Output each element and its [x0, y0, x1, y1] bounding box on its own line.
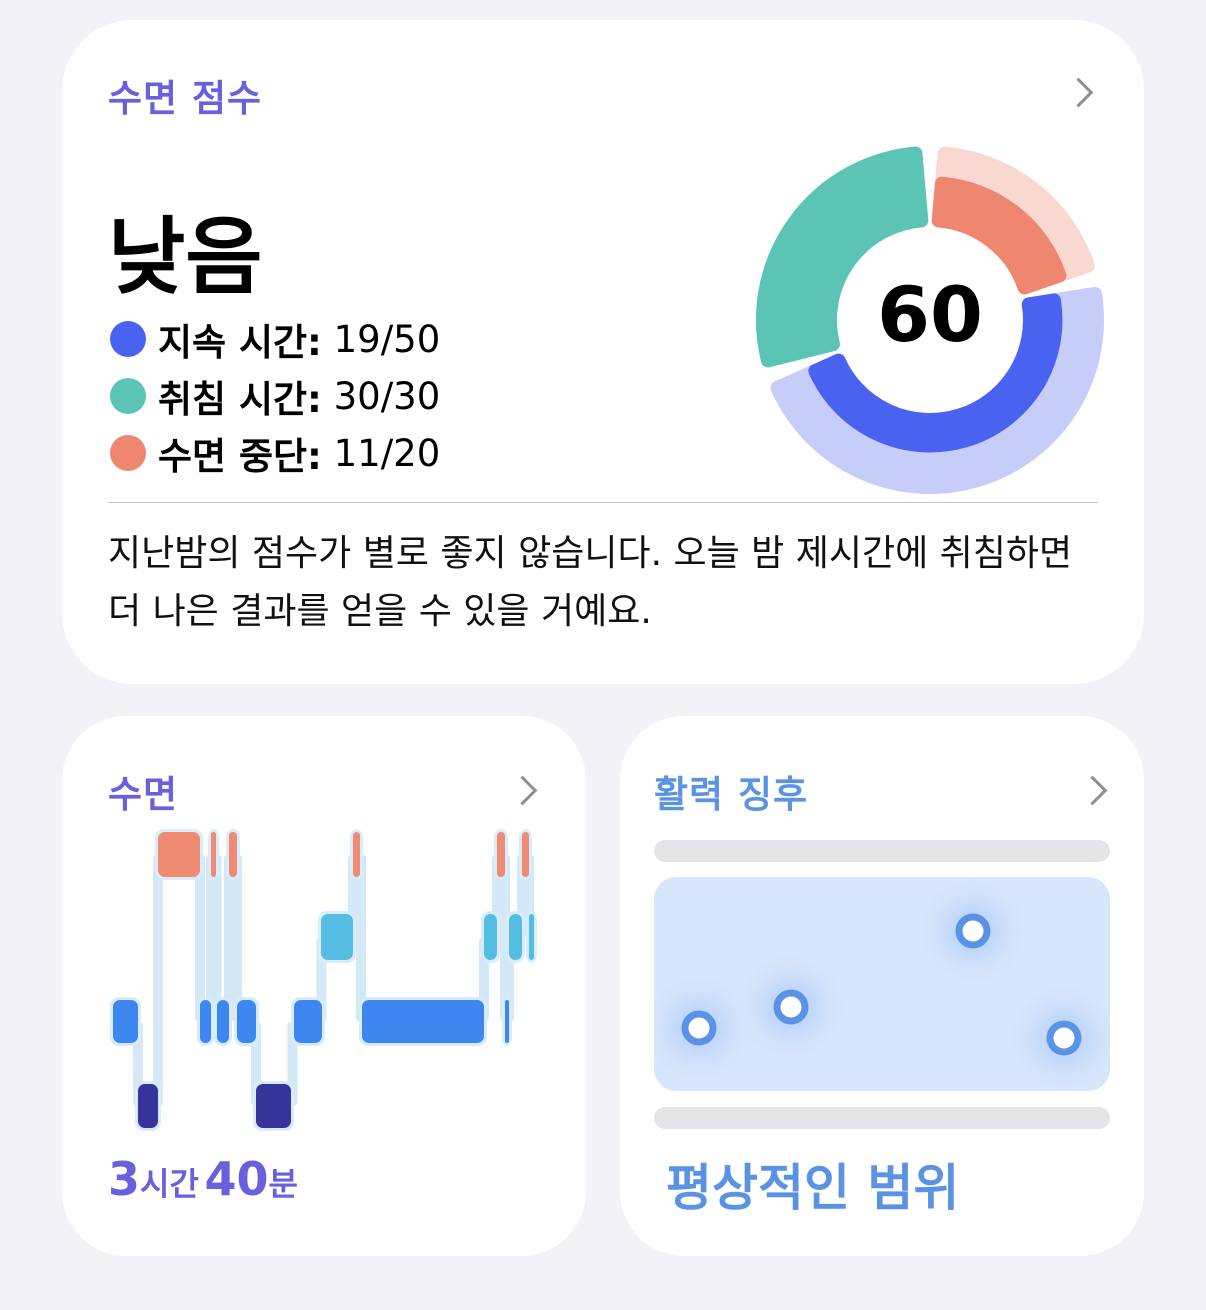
sleep-score-card[interactable]: 수면 점수 낮음 지속 시간: 19/50 취침 시간: 30/30 수면 중단… [62, 20, 1144, 684]
connectors [133, 854, 534, 1106]
sleep-score-ring [756, 146, 1104, 494]
interruptions-dot-icon [110, 435, 146, 471]
hours-unit: 시간 [140, 1165, 199, 1203]
stage-block-core [362, 1000, 484, 1043]
vitals-title: 활력 징후 [654, 773, 809, 816]
legend-value: 30/30 [333, 374, 441, 418]
sleep-stages-chart [110, 829, 537, 1131]
vitals-points [654, 877, 1110, 1091]
sleep-title: 수면 [108, 773, 179, 816]
vitals-point [773, 989, 809, 1025]
stage-block-core [294, 1000, 322, 1043]
stage-transition [232, 854, 242, 1022]
vitals-card[interactable]: 활력 징후 평상적인 범위 [620, 716, 1144, 1256]
stage-block-awake [229, 832, 237, 877]
legend-bedtime: 취침 시간: 30/30 [110, 369, 440, 423]
stage-block-rem [529, 914, 534, 960]
legend-label: 수면 중단: [158, 435, 322, 478]
stage-block-deep [256, 1084, 291, 1128]
legend-value: 19/50 [333, 317, 441, 361]
sleep-score-title: 수면 점수 [108, 77, 263, 120]
stage-block-core [237, 1000, 256, 1043]
chevron-right-icon[interactable] [1077, 775, 1108, 806]
minutes-unit: 분 [268, 1165, 298, 1203]
vitals-point [681, 1010, 717, 1046]
ring-fill [756, 146, 929, 368]
stage-transition [153, 854, 163, 1106]
legend-label: 취침 시간: [158, 378, 322, 421]
stage-block-awake [353, 832, 360, 877]
ring-fill [931, 176, 1067, 295]
legend-value: 11/20 [333, 431, 441, 475]
stage-block-rem [509, 914, 522, 960]
sleep-score-value: 60 [877, 270, 983, 359]
stage-block-core [113, 1000, 138, 1043]
vitals-status: 평상적인 범위 [666, 1159, 960, 1217]
duration-dot-icon [110, 321, 146, 357]
legend-interruptions: 수면 중단: 11/20 [110, 426, 440, 480]
ring-fill [808, 293, 1063, 453]
stage-transition [211, 854, 222, 1022]
sleep-card[interactable]: 수면 3시간 40분 [62, 716, 586, 1256]
sleep-rating: 낮음 [108, 208, 263, 306]
stage-block-awake [158, 832, 200, 877]
stage-block-awake [211, 832, 216, 877]
stage-block-rem [484, 914, 497, 960]
stage-block-awake [522, 832, 529, 877]
stage-block-core [505, 1000, 509, 1043]
vitals-point [955, 913, 991, 949]
sleep-score-description: 지난밤의 점수가 별로 좋지 않습니다. 오늘 밤 제시간에 취침하면 더 나은… [108, 533, 1073, 632]
placeholder-bar-top [654, 840, 1110, 862]
legend-duration: 지속 시간: 19/50 [110, 312, 440, 366]
stage-block-awake [497, 832, 505, 877]
stage-block-core [200, 1000, 211, 1043]
duration-minutes: 40 [204, 1152, 269, 1206]
stage-transition [195, 854, 205, 1022]
stage-block-core [217, 1000, 229, 1043]
duration-hours: 3 [108, 1152, 141, 1206]
stage-transition [356, 854, 366, 1022]
stage-block-rem [321, 914, 353, 960]
stage-transition [224, 854, 234, 1022]
placeholder-bar-bottom [654, 1107, 1110, 1129]
vitals-point [1046, 1020, 1082, 1056]
bedtime-dot-icon [110, 378, 146, 414]
chevron-right-icon[interactable] [1063, 77, 1094, 108]
vitals-range-area [654, 877, 1110, 1091]
divider [108, 502, 1098, 503]
stage-block-deep [138, 1084, 158, 1128]
legend-label: 지속 시간: [158, 321, 322, 364]
sleep-duration: 3시간 40분 [108, 1152, 298, 1206]
